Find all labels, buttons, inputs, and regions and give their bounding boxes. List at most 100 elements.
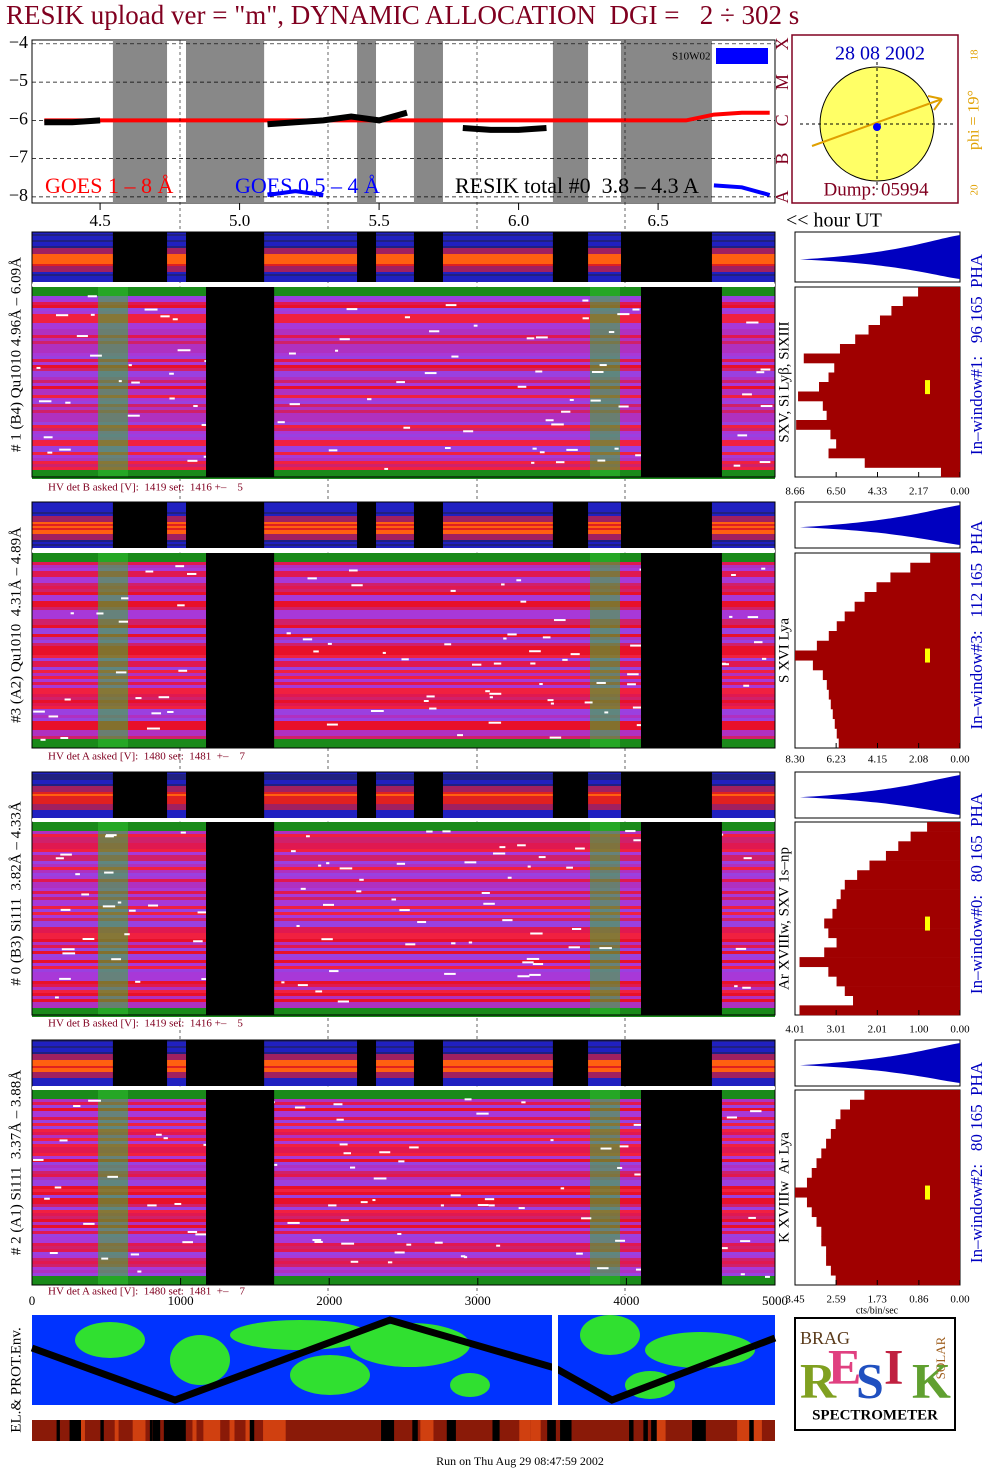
speck <box>581 1217 592 1220</box>
strip-row <box>32 812 775 814</box>
pha-bar <box>806 1197 960 1208</box>
spectrum-row <box>32 978 775 981</box>
speck <box>44 1197 50 1200</box>
speck <box>566 866 573 869</box>
spectrum-row <box>32 948 775 951</box>
env-cell <box>245 1420 250 1441</box>
speck <box>118 620 129 623</box>
speck <box>370 710 384 713</box>
map-label: EL.& PROT.Env. <box>8 1327 24 1432</box>
x-tick-label: 5.5 <box>368 211 389 230</box>
speck <box>409 1146 419 1149</box>
spectrum-row <box>32 443 775 446</box>
strip-row <box>32 538 775 540</box>
env-cell <box>114 1420 119 1441</box>
strip-row <box>32 786 775 788</box>
speck <box>561 410 571 413</box>
speck <box>527 865 531 868</box>
gap <box>357 1040 377 1086</box>
pha-bar <box>839 344 960 354</box>
strip-row <box>32 276 775 278</box>
pha-bar <box>830 1265 960 1276</box>
speck <box>286 632 291 635</box>
speck <box>742 393 752 396</box>
speck <box>571 928 582 931</box>
strip-row <box>32 532 775 534</box>
spectrum-row <box>32 589 775 592</box>
sample-tick-label: 2000 <box>316 1293 342 1308</box>
pha-bar <box>840 889 960 900</box>
env-cell <box>749 1420 754 1441</box>
speck <box>101 1257 109 1260</box>
spectrum-row <box>32 1168 775 1171</box>
spectrum-row <box>32 1198 775 1201</box>
spectrum-row <box>32 610 775 613</box>
pha-bar <box>836 899 960 910</box>
spectrum-row <box>32 359 775 362</box>
pha-bar <box>828 689 960 700</box>
speck <box>591 371 604 374</box>
strip-row <box>32 260 775 262</box>
speck <box>535 370 543 373</box>
spectrum-row <box>32 897 775 900</box>
pha-bar <box>853 995 960 1006</box>
strip-row <box>32 1044 775 1046</box>
speck <box>503 637 507 640</box>
strip-row <box>32 520 775 522</box>
speck <box>460 1255 466 1258</box>
pha-tick-label: 6.23 <box>827 754 847 766</box>
spectrum-row <box>32 742 775 745</box>
speck <box>151 712 162 715</box>
speck <box>88 1099 101 1102</box>
gap <box>357 502 377 548</box>
landmass <box>580 1315 640 1355</box>
speck <box>81 893 90 896</box>
speck <box>596 681 606 684</box>
spectrum-row <box>32 1201 775 1204</box>
pha-bar <box>864 458 960 468</box>
spectrum-row <box>32 679 775 682</box>
speck <box>33 710 45 713</box>
spectrum-row <box>32 1005 775 1008</box>
spectrum-row <box>32 332 775 335</box>
pha-bar <box>836 728 960 739</box>
band <box>98 822 128 1015</box>
speck <box>193 405 198 408</box>
env-cell <box>163 1420 176 1441</box>
gap <box>413 232 443 282</box>
speck <box>396 381 405 384</box>
env-cell <box>149 1420 153 1441</box>
pha-bar <box>798 391 960 402</box>
speck <box>445 304 457 307</box>
strip-row <box>32 546 775 548</box>
speck <box>187 459 198 462</box>
speck <box>60 853 72 856</box>
speck <box>281 981 285 984</box>
speck <box>135 697 142 700</box>
spectrum-row <box>32 434 775 437</box>
speck <box>737 434 748 437</box>
spectrum-row <box>32 1234 775 1237</box>
speck <box>529 650 541 653</box>
speck <box>328 1204 337 1207</box>
spectrum-row <box>32 398 775 401</box>
env-cell <box>56 1420 60 1441</box>
spectrum-row <box>32 302 775 305</box>
speck <box>158 696 170 699</box>
speck <box>735 947 747 950</box>
sun-bottom: 20 <box>969 184 981 196</box>
gap <box>186 772 265 818</box>
spectrum-row <box>32 1270 775 1273</box>
speck <box>167 710 174 713</box>
spectrum-row <box>32 601 775 604</box>
x-tick-label: 6.0 <box>508 211 529 230</box>
y-tick-label: −7 <box>9 147 28 167</box>
spectrum-row <box>32 670 775 673</box>
gap <box>552 772 589 818</box>
strip-row <box>32 524 775 526</box>
spectrum-row <box>32 416 775 419</box>
strip-row <box>32 504 775 506</box>
speck <box>343 1152 351 1155</box>
speck <box>336 1118 344 1121</box>
spectrum-row <box>32 1174 775 1177</box>
